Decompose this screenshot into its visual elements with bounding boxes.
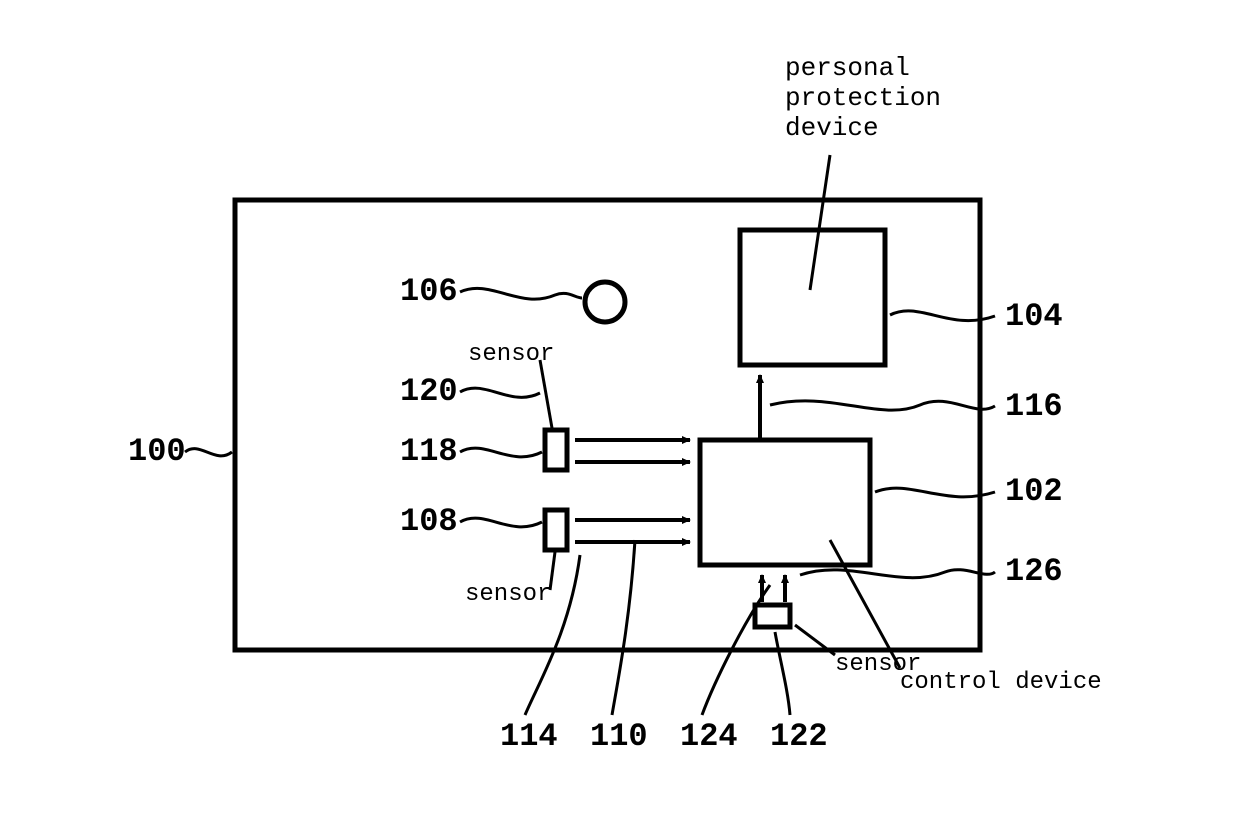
leader-118: [460, 448, 542, 457]
label-102: 102: [1005, 473, 1063, 510]
leader-120: [460, 388, 540, 397]
label-122: 122: [770, 718, 828, 755]
annot-sensor-bot: sensor: [465, 581, 551, 608]
leader-ppd-annot: [810, 155, 830, 290]
sensor-108: [545, 510, 567, 550]
leader-102: [875, 488, 995, 497]
label-106: 106: [400, 273, 458, 310]
control-box-102: [700, 440, 870, 565]
annot-ppd-line3: device: [785, 113, 879, 143]
annot-ppd-line1: personal: [785, 53, 910, 83]
sensor-118: [545, 430, 567, 470]
diagram-canvas: 100 106 120 118 108 104 116 102 126 114 …: [0, 0, 1240, 826]
circle-106: [585, 282, 625, 322]
label-118: 118: [400, 433, 458, 470]
leader-100: [185, 449, 232, 456]
sensor-122: [755, 605, 790, 627]
leader-106: [460, 288, 582, 299]
label-120: 120: [400, 373, 458, 410]
leader-110: [612, 540, 635, 715]
label-104: 104: [1005, 298, 1063, 335]
label-110: 110: [590, 718, 648, 755]
label-114: 114: [500, 718, 558, 755]
leader-sensor-annot-top: [540, 360, 552, 428]
leader-108: [460, 518, 542, 527]
label-108: 108: [400, 503, 458, 540]
leader-122: [775, 632, 790, 715]
ppd-box-104: [740, 230, 885, 365]
leader-116: [770, 401, 995, 410]
label-126: 126: [1005, 553, 1063, 590]
outer-box-100: [235, 200, 980, 650]
label-124: 124: [680, 718, 738, 755]
annot-ppd-line2: protection: [785, 83, 941, 113]
leader-126: [800, 570, 995, 578]
annot-control-device: control device: [900, 669, 1102, 696]
label-116: 116: [1005, 388, 1063, 425]
label-100: 100: [128, 433, 186, 470]
annot-sensor-top: sensor: [468, 341, 554, 368]
